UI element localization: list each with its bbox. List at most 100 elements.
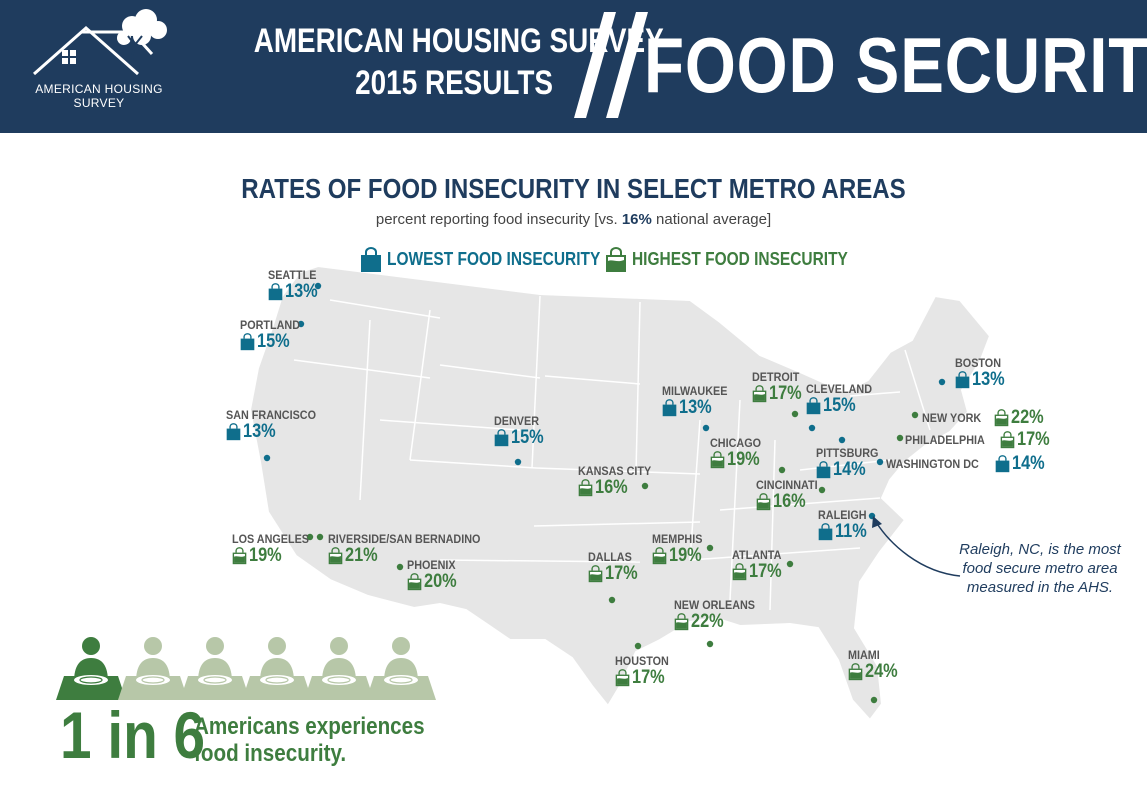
city-name: LOS ANGELES xyxy=(232,532,310,546)
shopping-bag-full-icon xyxy=(588,565,603,583)
city-value: 14% xyxy=(1012,453,1045,474)
city-new-orleans: NEW ORLEANS 22% xyxy=(674,598,764,632)
city-name: MILWAUKEE xyxy=(662,384,728,398)
shopping-bag-full-icon xyxy=(994,409,1009,427)
shopping-bag-full-icon xyxy=(1000,431,1014,449)
city-dot xyxy=(634,642,642,650)
person-with-plate-icon xyxy=(180,637,250,700)
city-name: DENVER xyxy=(494,414,540,428)
city-detroit: DETROIT 17% xyxy=(752,370,807,404)
city-value: 16% xyxy=(773,491,806,512)
city-value: 24% xyxy=(865,661,898,682)
shopping-bag-empty-icon xyxy=(818,523,833,541)
city-houston: HOUSTON 17% xyxy=(615,654,675,688)
city-new-york: NEW YORK 22% xyxy=(922,408,1049,428)
city-value: 13% xyxy=(972,369,1005,390)
shopping-bag-full-icon xyxy=(232,547,247,565)
city-value: 22% xyxy=(691,611,724,632)
city-name: WASHINGTON DC xyxy=(886,457,979,471)
city-value: 13% xyxy=(243,421,276,442)
city-value: 17% xyxy=(749,561,782,582)
city-philadelphia: PHILADELPHIA 17% xyxy=(905,430,1055,450)
city-name: SEATTLE xyxy=(268,268,317,282)
city-dot xyxy=(316,533,324,541)
city-dot xyxy=(263,454,271,462)
city-dot xyxy=(641,482,649,490)
city-washington-dc: WASHINGTON DC 14% xyxy=(886,454,1050,474)
city-name: DALLAS xyxy=(588,550,632,564)
map-title: RATES OF FOOD INSECURITY IN SELECT METRO… xyxy=(241,173,906,204)
shopping-bag-full-icon xyxy=(756,493,771,511)
city-value: 14% xyxy=(833,459,866,480)
city-name: MEMPHIS xyxy=(652,532,703,546)
shopping-bag-full-icon xyxy=(615,669,630,687)
city-name: PHILADELPHIA xyxy=(905,433,985,447)
map-subtitle: percent reporting food insecurity [vs. 1… xyxy=(375,211,772,228)
city-value: 17% xyxy=(632,667,665,688)
city-dot xyxy=(778,466,786,474)
city-dot xyxy=(608,596,616,604)
city-dot xyxy=(306,533,314,541)
city-dot xyxy=(838,436,846,444)
shopping-bag-full-icon xyxy=(328,547,343,565)
house-tree-logo-icon xyxy=(33,9,167,76)
city-dot xyxy=(786,560,794,568)
city-dot xyxy=(896,434,904,442)
city-kansas-city: KANSAS CITY 16% xyxy=(578,464,659,498)
person-with-plate-icon xyxy=(56,637,126,700)
city-value: 20% xyxy=(424,571,457,592)
city-name: CINCINNATI xyxy=(756,478,818,492)
shopping-bag-empty-icon xyxy=(816,461,831,479)
shopping-bag-full-icon xyxy=(732,563,747,581)
stat-description: Americans experiences food insecurity. xyxy=(194,713,425,767)
city-name: HOUSTON xyxy=(615,654,669,668)
city-value: 13% xyxy=(679,397,712,418)
city-los-angeles: LOS ANGELES 19% xyxy=(232,532,318,566)
double-slash-divider-icon xyxy=(574,12,648,118)
stat-ratio: 1 in 6 xyxy=(60,698,206,772)
shopping-bag-empty-icon xyxy=(662,399,677,417)
city-milwaukee: MILWAUKEE 13% xyxy=(662,384,735,418)
header-topic: FOOD SECURITY xyxy=(644,21,1147,109)
annotation-arrow-head xyxy=(872,516,882,528)
city-memphis: MEMPHIS 19% xyxy=(652,532,708,566)
header-title-line2: 2015 RESULTS xyxy=(355,64,553,102)
city-value: 17% xyxy=(1016,429,1050,450)
city-value: 17% xyxy=(769,383,802,404)
legend-low-label: LOWEST FOOD INSECURITY xyxy=(387,248,601,269)
people-row xyxy=(56,637,436,700)
city-value: 22% xyxy=(1010,407,1044,428)
city-value: 13% xyxy=(285,281,318,302)
city-name: CHICAGO xyxy=(710,436,762,450)
shopping-bag-full-icon xyxy=(752,385,767,403)
city-name: NEW ORLEANS xyxy=(674,598,755,612)
person-with-plate-icon xyxy=(242,637,312,700)
header-banner: AMERICAN HOUSING SURVEY AMERICAN HOUSING… xyxy=(0,0,1147,133)
city-value: 19% xyxy=(249,545,282,566)
shopping-bag-empty-icon xyxy=(806,397,821,415)
city-value: 19% xyxy=(669,545,702,566)
city-name: PITTSBURG xyxy=(816,446,879,460)
legend-high-label: HIGHEST FOOD INSECURITY xyxy=(632,248,848,269)
shopping-bag-empty-icon xyxy=(955,371,970,389)
legend-low: LOWEST FOOD INSECURITY xyxy=(360,247,635,273)
city-riverside-san-bernadino: RIVERSIDE/SAN BERNADINO 21% xyxy=(328,532,497,566)
city-portland: PORTLAND 15% xyxy=(240,318,307,352)
shopping-bag-empty-icon xyxy=(268,283,283,301)
shopping-bag-full-icon xyxy=(848,663,863,681)
city-dot xyxy=(706,544,714,552)
city-chicago: CHICAGO 19% xyxy=(710,436,767,470)
city-name: PHOENIX xyxy=(407,558,456,572)
person-with-plate-icon xyxy=(118,637,188,700)
city-atlanta: ATLANTA 17% xyxy=(732,548,787,582)
city-pittsburg: PITTSBURG 14% xyxy=(816,446,885,480)
city-dot xyxy=(911,411,919,419)
city-dot xyxy=(702,424,710,432)
city-name: MIAMI xyxy=(848,648,880,662)
shopping-bag-full-icon xyxy=(407,573,422,591)
shopping-bag-full-icon xyxy=(606,247,626,272)
city-value: 15% xyxy=(823,395,856,416)
city-cincinnati: CINCINNATI 16% xyxy=(756,478,824,512)
city-miami: MIAMI 24% xyxy=(848,648,903,682)
